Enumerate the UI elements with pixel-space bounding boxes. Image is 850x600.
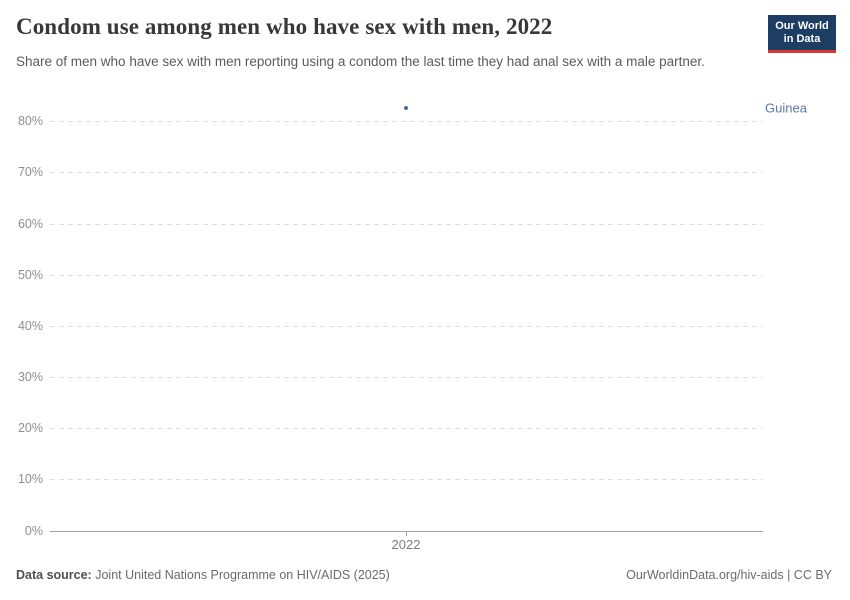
y-axis-label: 30% [17,370,43,385]
y-axis-label: 70% [17,165,43,180]
chart-footer: Data source: Joint United Nations Progra… [16,568,832,582]
owid-logo-line2: in Data [783,32,821,45]
data-source-text: Joint United Nations Programme on HIV/AI… [95,568,390,582]
y-axis-label: 80% [17,114,43,129]
owid-logo-line1: Our World [775,19,829,32]
y-axis-label: 50% [17,267,43,282]
y-axis-label: 20% [17,421,43,436]
chart-subtitle: Share of men who have sex with men repor… [16,54,705,69]
x-axis-label: 2022 [391,537,421,552]
y-axis-label: 0% [24,523,43,538]
gridline [50,223,763,225]
data-point-guinea[interactable] [404,106,408,110]
data-source-label: Data source: [16,568,92,582]
chart-plot-area: 0% 10% 20% 30% 40% 50% 60% 70% 80% 2022 Guinea [0,100,850,565]
entity-label-guinea[interactable]: Guinea [765,100,807,116]
x-axis-tick [406,530,407,536]
gridline [50,479,763,481]
page-title: Condom use among men who have sex with m… [16,14,553,39]
y-axis-label: 60% [17,216,43,231]
y-axis-label: 10% [17,472,43,487]
y-axis-label: 40% [17,318,43,333]
data-source: Data source: Joint United Nations Progra… [16,568,390,582]
credit-link[interactable]: OurWorldinData.org/hiv-aids | CC BY [626,568,832,582]
gridline [50,172,763,174]
gridline [50,377,763,379]
gridline [50,121,763,123]
owid-logo: Our World in Data [768,15,836,53]
gridline [50,274,763,276]
gridline [50,325,763,327]
gridline [50,428,763,430]
